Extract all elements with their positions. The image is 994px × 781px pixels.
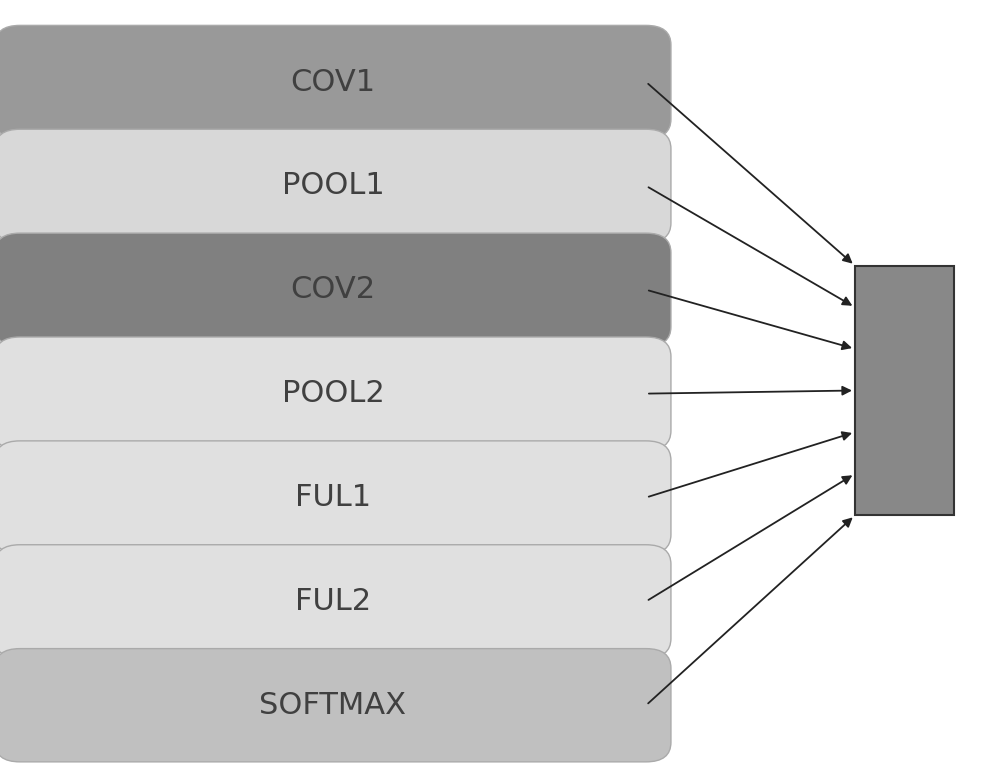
- Text: POOL2: POOL2: [281, 379, 385, 408]
- FancyBboxPatch shape: [0, 648, 671, 762]
- FancyBboxPatch shape: [0, 234, 671, 347]
- FancyBboxPatch shape: [0, 545, 671, 658]
- Text: COV2: COV2: [290, 275, 376, 305]
- Text: FUL2: FUL2: [295, 587, 371, 616]
- FancyBboxPatch shape: [0, 337, 671, 450]
- FancyBboxPatch shape: [0, 25, 671, 139]
- Text: SOFTMAX: SOFTMAX: [259, 690, 407, 720]
- FancyBboxPatch shape: [0, 440, 671, 555]
- FancyBboxPatch shape: [855, 266, 954, 515]
- Text: COV1: COV1: [290, 67, 376, 97]
- Text: POOL1: POOL1: [281, 171, 385, 201]
- FancyBboxPatch shape: [0, 129, 671, 242]
- Text: FUL1: FUL1: [295, 483, 371, 512]
